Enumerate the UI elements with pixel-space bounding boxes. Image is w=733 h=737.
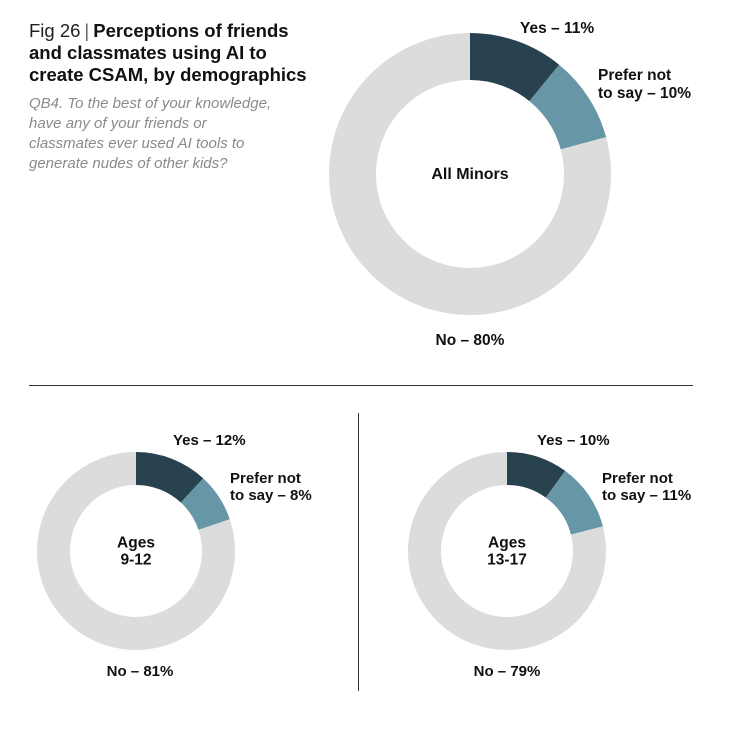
slice-no <box>37 452 236 650</box>
donut-chart-ages-9-12: Yes – 12% Prefer not to say – 8% No – 81% Ag… <box>37 432 312 680</box>
data-label-yes: Yes – 10% <box>537 432 610 449</box>
slice-yes <box>470 33 560 102</box>
vertical-divider <box>358 413 359 691</box>
figure-title-text: Perceptions of friends and classmates us… <box>29 20 307 85</box>
center-label: All Minors <box>431 166 508 183</box>
data-label-no: No – 80% <box>436 332 505 349</box>
slice-no <box>408 452 606 651</box>
slice-yes <box>136 452 204 503</box>
data-label-prefer-not-to-say: Prefer not to say – 10% <box>598 67 691 102</box>
donut-chart-ages-13-17: Yes – 10% Prefer not to say – 11% No – 79% A… <box>408 432 691 680</box>
figure-title: Fig 26 | Perceptions of friends and classm… <box>29 20 309 86</box>
figure-header: Fig 26 | Perceptions of friends and classm… <box>29 20 309 174</box>
data-label-yes: Yes – 11% <box>520 20 594 37</box>
figure-number: Fig 26 <box>29 20 81 41</box>
data-label-no: No – 79% <box>474 663 541 680</box>
data-label-prefer-not-to-say: Prefer not to say – 8% <box>230 470 312 504</box>
donut-chart-all-minors: Yes – 11% Prefer not to say – 10% No – 80% A… <box>328 20 691 349</box>
data-label-prefer-not-to-say: Prefer not to say – 11% <box>602 470 691 504</box>
data-label-yes: Yes – 12% <box>173 432 246 449</box>
slice-yes <box>507 452 566 498</box>
figure-separator: | <box>84 20 90 41</box>
slice-prefer-not-to-say <box>180 478 230 530</box>
center-label: Ages 9-12 <box>117 535 155 569</box>
slice-prefer-not-to-say <box>545 470 603 535</box>
center-label: Ages 13-17 <box>487 535 527 569</box>
survey-question: QB4. To the best of your knowledge, have… <box>29 95 272 172</box>
horizontal-divider <box>29 385 693 386</box>
slice-no <box>328 33 611 315</box>
slice-prefer-not-to-say <box>529 64 607 150</box>
data-label-no: No – 81% <box>107 663 174 680</box>
